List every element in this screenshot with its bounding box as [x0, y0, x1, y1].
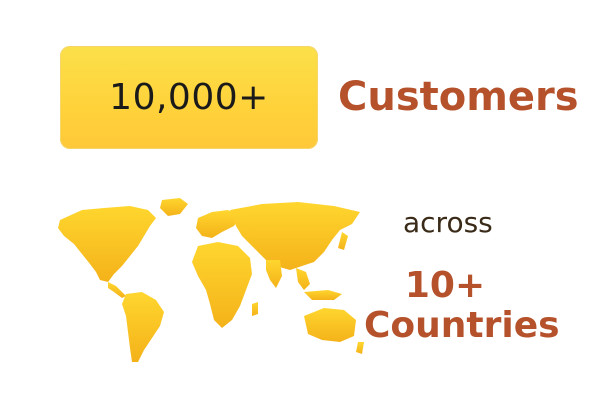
australia — [304, 308, 356, 342]
new-zealand — [356, 342, 364, 354]
north-america — [58, 206, 156, 282]
asia — [230, 202, 360, 270]
southeast-asia — [296, 268, 310, 290]
india — [266, 260, 282, 288]
customer-count-badge: 10,000+ — [60, 46, 318, 149]
across-label: across — [403, 206, 493, 239]
europe — [196, 210, 240, 238]
world-map-icon — [58, 198, 364, 362]
customer-count: 10,000+ — [109, 77, 269, 118]
greenland — [160, 198, 188, 216]
customers-label: Customers — [338, 74, 579, 120]
central-america — [108, 282, 126, 298]
countries-label: Countries — [364, 305, 560, 346]
indonesia — [304, 290, 342, 300]
japan — [338, 232, 348, 250]
south-america — [122, 292, 164, 362]
country-count: 10+ — [404, 265, 486, 306]
africa — [192, 242, 252, 328]
countries-block: 10+ Countries — [364, 265, 560, 346]
madagascar — [252, 302, 258, 316]
